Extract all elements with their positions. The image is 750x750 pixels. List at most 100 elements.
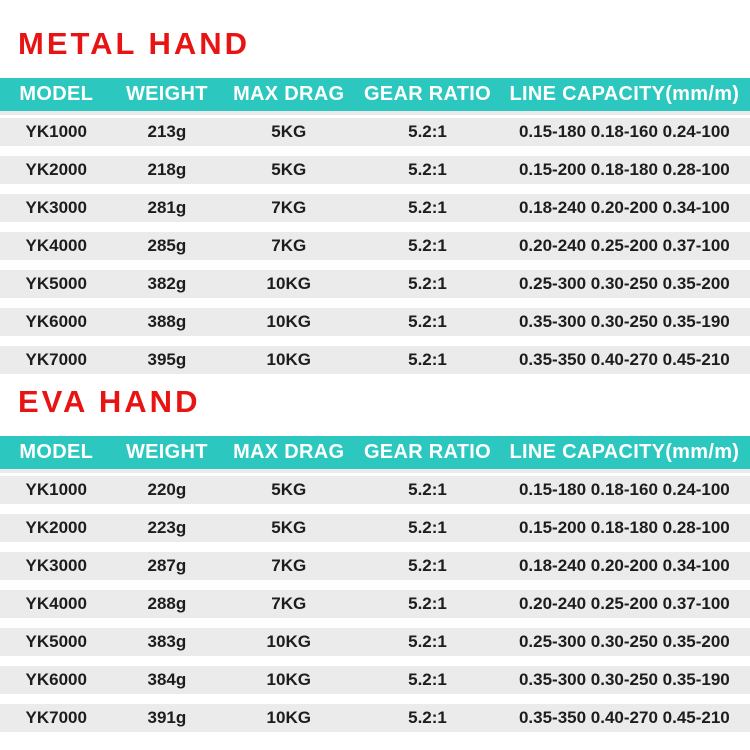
- cell-max-drag: 10KG: [266, 670, 311, 689]
- table-row: YK1000 213g 5KG 5.2:1 0.15-180 0.18-160 0.24…: [0, 118, 750, 146]
- cell-line-capacity: 0.25-300 0.30-250 0.35-200: [518, 632, 730, 651]
- cell-model: YK7000: [25, 350, 87, 369]
- cell-line-capacity: 0.18-240 0.20-200 0.34-100: [518, 198, 730, 217]
- cell-weight: 383g: [147, 632, 187, 651]
- table-row: YK4000 288g 7KG 5.2:1 0.20-240 0.25-200 0.37…: [0, 590, 750, 618]
- table-section-metal: METAL HAND MODEL WEIGHT MAX DRAG GEAR RA…: [0, 0, 750, 374]
- cell-max-drag: 10KG: [266, 632, 311, 651]
- cell-line-capacity: 0.20-240 0.25-200 0.37-100: [518, 236, 730, 255]
- table-row: YK6000 384g 10KG 5.2:1 0.35-300 0.30-250 0.3…: [0, 666, 750, 694]
- cell-line-capacity: 0.18-240 0.20-200 0.34-100: [518, 556, 730, 575]
- table-body-eva: YK1000 220g 5KG 5.2:1 0.15-180 0.18-160 0.24…: [0, 476, 750, 732]
- cell-weight: 285g: [147, 236, 187, 255]
- cell-weight: 223g: [147, 518, 187, 537]
- table-header-metal: MODEL WEIGHT MAX DRAG GEAR RATIO LINE CA…: [0, 78, 750, 111]
- cell-line-capacity: 0.15-180 0.18-160 0.24-100: [518, 480, 730, 499]
- table-row: YK7000 391g 10KG 5.2:1 0.35-350 0.40-270 0.4…: [0, 704, 750, 732]
- cell-max-drag: 7KG: [271, 594, 307, 613]
- table-header-eva: MODEL WEIGHT MAX DRAG GEAR RATIO LINE CA…: [0, 436, 750, 469]
- cell-weight: 220g: [147, 480, 187, 499]
- cell-model: YK5000: [25, 632, 87, 651]
- cell-line-capacity: 0.15-200 0.18-180 0.28-100: [518, 518, 730, 537]
- cell-line-capacity: 0.25-300 0.30-250 0.35-200: [518, 274, 730, 293]
- cell-max-drag: 10KG: [266, 312, 311, 331]
- cell-weight: 384g: [147, 670, 187, 689]
- table-row: YK4000 285g 7KG 5.2:1 0.20-240 0.25-200 0.37…: [0, 232, 750, 260]
- section-title-metal: METAL HAND: [18, 26, 251, 61]
- cell-model: YK4000: [25, 594, 87, 613]
- column-header-max-drag: MAX DRAG: [233, 441, 345, 463]
- cell-gear-ratio: 5.2:1: [408, 122, 447, 141]
- cell-weight: 382g: [147, 274, 187, 293]
- cell-model: YK3000: [25, 198, 87, 217]
- cell-gear-ratio: 5.2:1: [408, 160, 447, 179]
- column-header-max-drag: MAX DRAG: [233, 83, 345, 105]
- cell-weight: 218g: [147, 160, 187, 179]
- cell-model: YK4000: [25, 236, 87, 255]
- cell-weight: 395g: [147, 350, 187, 369]
- table-body-metal: YK1000 213g 5KG 5.2:1 0.15-180 0.18-160 0.24…: [0, 118, 750, 374]
- column-header-line-capacity: LINE CAPACITY(mm/m): [509, 441, 740, 463]
- cell-line-capacity: 0.35-300 0.30-250 0.35-190: [518, 670, 730, 689]
- cell-gear-ratio: 5.2:1: [408, 236, 447, 255]
- cell-gear-ratio: 5.2:1: [408, 312, 447, 331]
- cell-weight: 213g: [147, 122, 187, 141]
- cell-gear-ratio: 5.2:1: [408, 632, 447, 651]
- cell-max-drag: 5KG: [271, 122, 307, 141]
- cell-max-drag: 5KG: [271, 480, 307, 499]
- section-title-eva: EVA HAND: [18, 384, 201, 419]
- column-header-weight: WEIGHT: [125, 441, 208, 463]
- cell-line-capacity: 0.35-350 0.40-270 0.45-210: [518, 708, 730, 727]
- cell-max-drag: 7KG: [271, 236, 307, 255]
- cell-gear-ratio: 5.2:1: [408, 198, 447, 217]
- cell-max-drag: 7KG: [271, 198, 307, 217]
- cell-weight: 391g: [147, 708, 187, 727]
- cell-max-drag: 10KG: [266, 708, 311, 727]
- cell-gear-ratio: 5.2:1: [408, 518, 447, 537]
- column-header-gear-ratio: GEAR RATIO: [363, 83, 492, 105]
- table-row: YK5000 382g 10KG 5.2:1 0.25-300 0.30-250 0.3…: [0, 270, 750, 298]
- cell-gear-ratio: 5.2:1: [408, 274, 447, 293]
- column-header-weight: WEIGHT: [125, 83, 208, 105]
- column-header-line-capacity: LINE CAPACITY(mm/m): [509, 83, 740, 105]
- cell-weight: 281g: [147, 198, 187, 217]
- table-row: YK1000 220g 5KG 5.2:1 0.15-180 0.18-160 0.24…: [0, 476, 750, 504]
- cell-model: YK7000: [25, 708, 87, 727]
- cell-max-drag: 7KG: [271, 556, 307, 575]
- cell-max-drag: 10KG: [266, 274, 311, 293]
- cell-model: YK2000: [25, 518, 87, 537]
- cell-model: YK5000: [25, 274, 87, 293]
- column-header-gear-ratio: GEAR RATIO: [363, 441, 492, 463]
- cell-weight: 388g: [147, 312, 187, 331]
- table-row: YK7000 395g 10KG 5.2:1 0.35-350 0.40-270 0.4…: [0, 346, 750, 374]
- cell-line-capacity: 0.15-180 0.18-160 0.24-100: [518, 122, 730, 141]
- cell-model: YK1000: [25, 480, 87, 499]
- table-row: YK3000 281g 7KG 5.2:1 0.18-240 0.20-200 0.34…: [0, 194, 750, 222]
- table-row: YK2000 223g 5KG 5.2:1 0.15-200 0.18-180 0.28…: [0, 514, 750, 542]
- cell-model: YK2000: [25, 160, 87, 179]
- cell-model: YK1000: [25, 122, 87, 141]
- cell-line-capacity: 0.35-300 0.30-250 0.35-190: [518, 312, 730, 331]
- cell-max-drag: 5KG: [271, 160, 307, 179]
- cell-gear-ratio: 5.2:1: [408, 594, 447, 613]
- column-header-model: MODEL: [19, 441, 94, 463]
- cell-line-capacity: 0.15-200 0.18-180 0.28-100: [518, 160, 730, 179]
- cell-max-drag: 10KG: [266, 350, 311, 369]
- cell-line-capacity: 0.35-350 0.40-270 0.45-210: [518, 350, 730, 369]
- table-section-eva: EVA HAND MODEL WEIGHT MAX DRAG GEAR RATI…: [0, 384, 750, 732]
- cell-gear-ratio: 5.2:1: [408, 350, 447, 369]
- table-row: YK5000 383g 10KG 5.2:1 0.25-300 0.30-250 0.3…: [0, 628, 750, 656]
- cell-max-drag: 5KG: [271, 518, 307, 537]
- table-row: YK2000 218g 5KG 5.2:1 0.15-200 0.18-180 0.28…: [0, 156, 750, 184]
- cell-weight: 287g: [147, 556, 187, 575]
- column-header-model: MODEL: [19, 83, 94, 105]
- table-row: YK3000 287g 7KG 5.2:1 0.18-240 0.20-200 0.34…: [0, 552, 750, 580]
- cell-gear-ratio: 5.2:1: [408, 556, 447, 575]
- cell-model: YK6000: [25, 312, 87, 331]
- table-row: YK6000 388g 10KG 5.2:1 0.35-300 0.30-250 0.3…: [0, 308, 750, 336]
- cell-gear-ratio: 5.2:1: [408, 670, 447, 689]
- cell-gear-ratio: 5.2:1: [408, 708, 447, 727]
- cell-weight: 288g: [147, 594, 187, 613]
- cell-model: YK3000: [25, 556, 87, 575]
